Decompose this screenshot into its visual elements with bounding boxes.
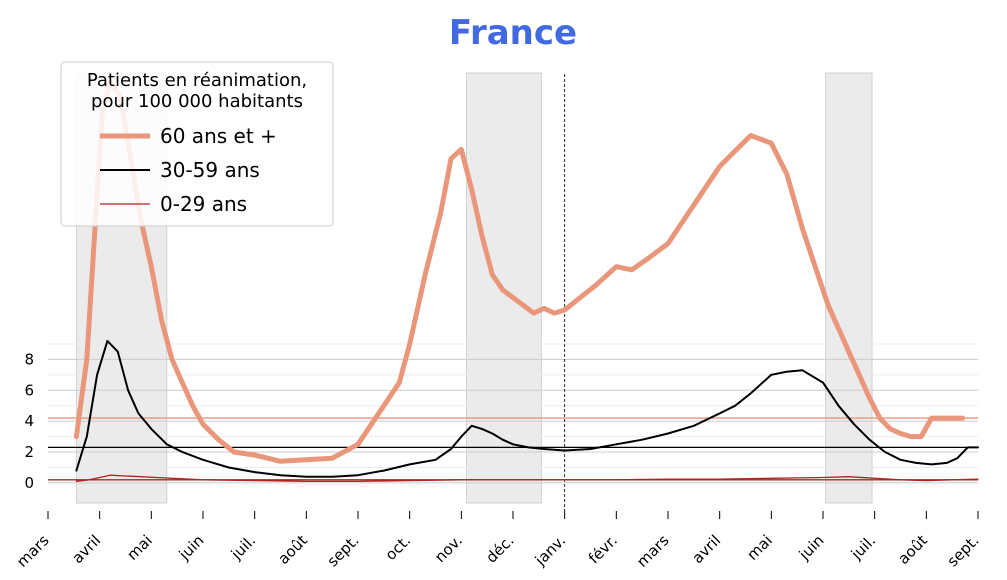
x-tick-label: sept.: [324, 531, 363, 570]
x-tick-label: mai: [743, 531, 776, 564]
y-tick-label: 2: [24, 443, 34, 461]
chart-title: France: [449, 13, 577, 53]
x-tick-label: juin: [795, 531, 828, 564]
x-tick-label: sept.: [944, 531, 983, 570]
y-axis-ticks: 0 2 4 6 8: [24, 350, 34, 492]
legend-label: 60 ans et +: [160, 124, 277, 148]
y-tick-label: 6: [24, 381, 34, 399]
y-tick-label: 8: [24, 350, 34, 368]
x-tick-label: avril: [688, 531, 724, 567]
legend-title: pour 100 000 habitants: [91, 91, 303, 112]
x-tick-label: avril: [68, 531, 104, 567]
x-tick-label: oct.: [382, 531, 415, 564]
x-tick-label: nov.: [431, 531, 466, 566]
shaded-period: [825, 72, 873, 504]
legend-label: 30-59 ans: [160, 158, 260, 182]
legend-label: 0-29 ans: [160, 192, 247, 216]
series-line: [75, 339, 979, 478]
grid-lines: [48, 343, 978, 484]
x-axis-ticks: mars avril mai juin juil. août sept. oct. nov. dé…: [13, 511, 983, 571]
legend-box: [60, 61, 334, 227]
x-tick-label: déc.: [482, 531, 517, 566]
x-tick-label: mai: [123, 531, 156, 564]
x-tick-label: juil.: [847, 531, 879, 563]
legend-title: Patients en réanimation,: [87, 70, 307, 91]
series-line: [75, 474, 979, 483]
x-tick-label: févr.: [585, 531, 621, 567]
x-tick-label: août: [894, 531, 931, 568]
x-tick-label: août: [274, 531, 311, 568]
legend: Patients en réanimation,pour 100 000 hab…: [60, 61, 334, 227]
x-tick-label: juil.: [227, 531, 259, 563]
x-tick-label: mars: [633, 531, 673, 571]
y-tick-label: 0: [24, 474, 34, 492]
series-line: [73, 78, 965, 464]
y-tick-label: 4: [24, 412, 34, 430]
x-tick-label: juin: [175, 531, 208, 564]
series-lines: [73, 78, 979, 483]
x-tick-label: mars: [13, 531, 53, 571]
x-tick-label: janv.: [531, 531, 569, 569]
